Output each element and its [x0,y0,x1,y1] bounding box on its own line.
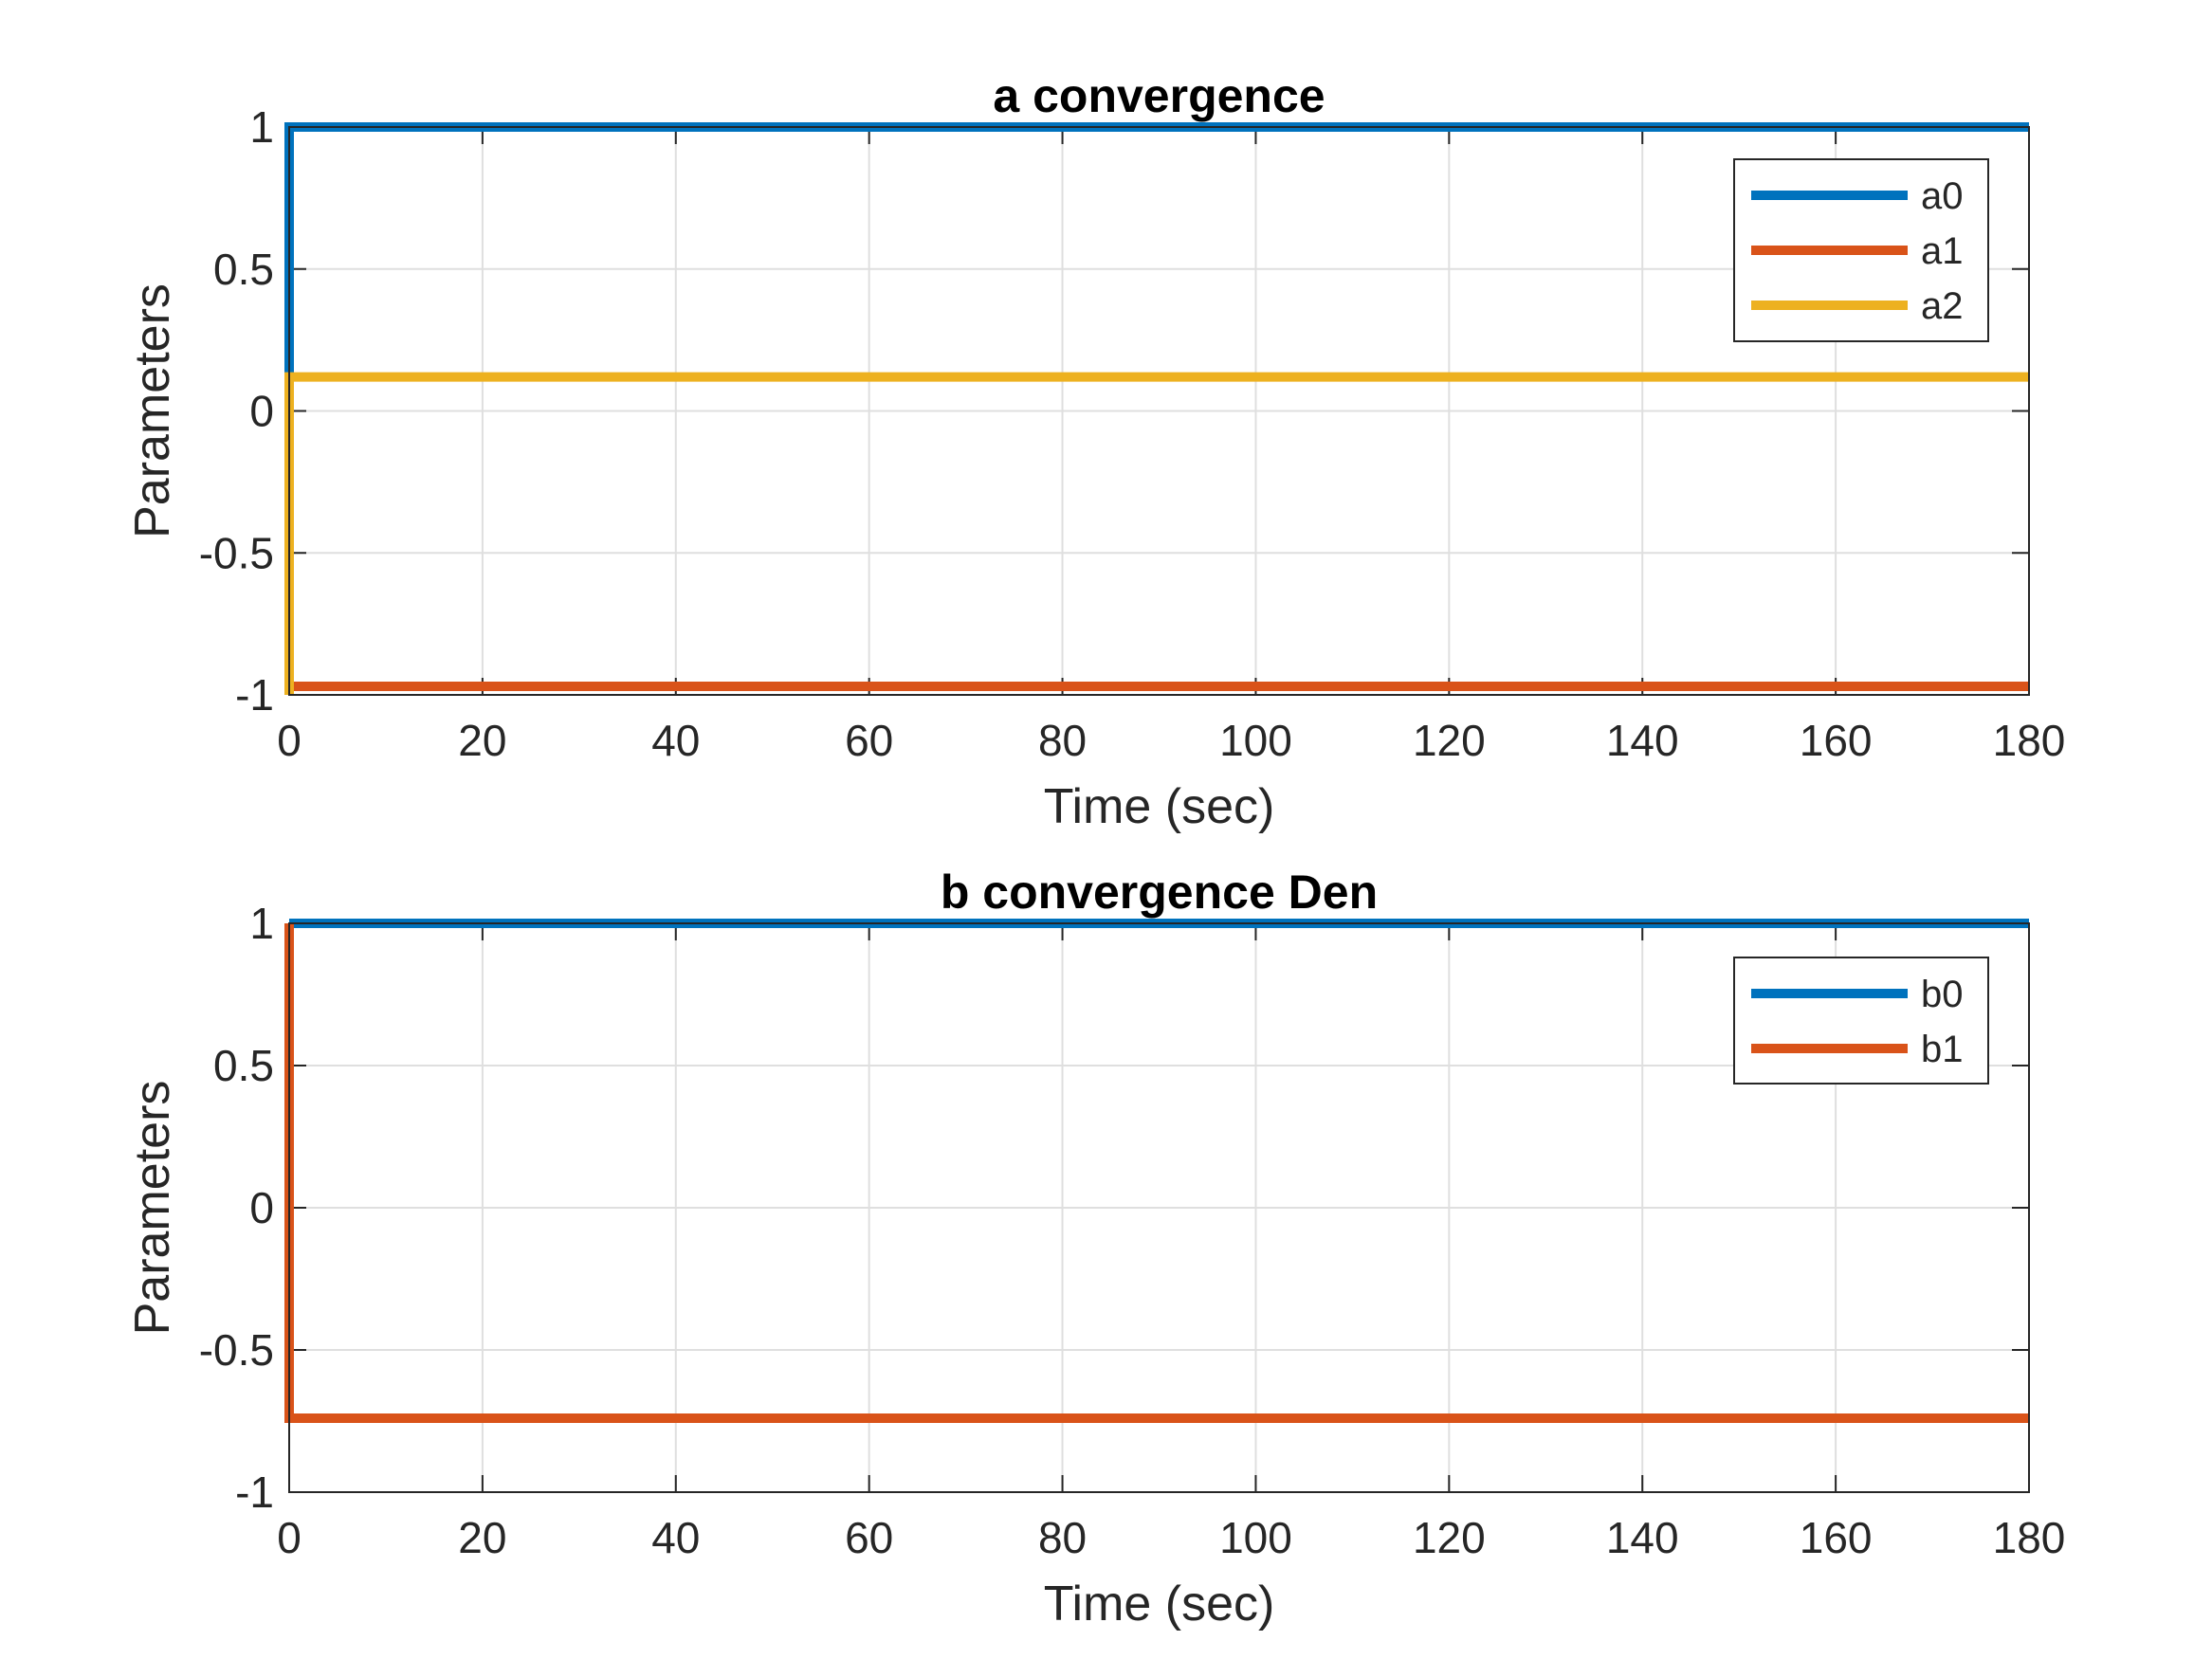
chart-title: b convergence Den [941,866,1378,919]
y-axis-label: Parameters [125,283,180,538]
x-tick-label: 180 [1993,1513,2066,1562]
legend-box [1733,957,1989,1085]
y-tick-label: 0.5 [213,1041,274,1090]
x-tick-label: 140 [1606,716,1679,765]
subplot-1: 0 20 40 60 80 100 120 140 160 180 -1 -0.5 0 0.5 1 Time … [125,69,2065,834]
x-tick-label: 40 [651,716,700,765]
x-tick-label: 160 [1800,716,1873,765]
y-tick-label: -0.5 [199,1325,274,1375]
subplot-2: 0 20 40 60 80 100 120 140 160 180 -1 -0.5 0 0.5 1 Time … [125,866,2065,1632]
y-axis-label: Parameters [125,1081,180,1336]
x-tick-label: 40 [651,1513,700,1562]
axes-box [288,126,2030,696]
x-tick-label: 140 [1606,1513,1679,1562]
axes-box [288,922,2030,1493]
legend-label-a2: a2 [1921,285,1964,327]
x-tick-label: 60 [845,1513,893,1562]
x-tick-label: 20 [458,716,506,765]
y-tick-label: 1 [249,102,274,152]
legend: a0 a1 a2 [1733,158,1989,342]
x-tick-label: 60 [845,716,893,765]
y-tick-label: -1 [235,670,274,720]
x-tick-label: 0 [277,1513,302,1562]
y-tick-label: 0.5 [213,245,274,294]
y-tick-label: -1 [235,1468,274,1517]
x-tick-label: 120 [1413,716,1486,765]
legend-label-b0: b0 [1921,974,1964,1015]
x-tick-label: 160 [1800,1513,1873,1562]
x-tick-label: 20 [458,1513,506,1562]
x-axis-label: Time (sec) [1044,779,1275,834]
x-tick-label: 120 [1413,1513,1486,1562]
y-tick-label: -0.5 [199,528,274,577]
chart-title: a convergence [993,69,1325,122]
x-tick-label: 80 [1038,716,1087,765]
x-tick-label: 0 [277,716,302,765]
y-tick-label: 0 [249,387,274,436]
x-tick-label: 100 [1219,1513,1292,1562]
y-tick-label: 1 [249,899,274,948]
y-tick-label: 0 [249,1183,274,1232]
legend-label-a1: a1 [1921,230,1964,272]
x-tick-label: 180 [1993,716,2066,765]
grid [289,923,2029,1492]
legend-label-b1: b1 [1921,1029,1964,1070]
legend-label-a0: a0 [1921,175,1964,217]
x-tick-label: 80 [1038,1513,1087,1562]
x-axis-label: Time (sec) [1044,1577,1275,1632]
x-tick-label: 100 [1219,716,1292,765]
